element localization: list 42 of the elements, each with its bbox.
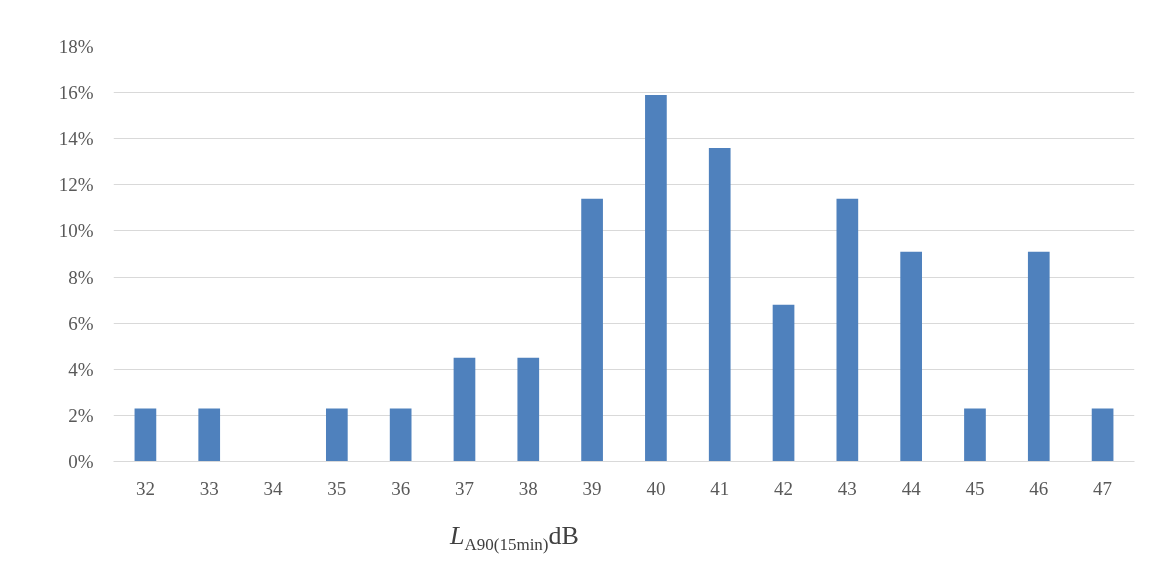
bar	[1027, 251, 1050, 462]
x-tick-label: 40	[646, 477, 666, 499]
y-tick-label: 2%	[68, 404, 94, 426]
x-axis-title: L$_{A90(15min)}$dB	[450, 520, 579, 557]
y-tick-label: 0%	[68, 451, 94, 472]
bar	[708, 147, 731, 462]
x-tick-label: 34	[263, 477, 284, 499]
y-tick-label: 12%	[58, 174, 94, 196]
y-tick-label: 16%	[58, 82, 94, 104]
y-tick-label: 10%	[58, 220, 94, 242]
bar	[517, 357, 540, 462]
bar	[581, 198, 603, 462]
y-tick-label: 8%	[68, 266, 94, 288]
bar	[326, 408, 348, 462]
x-tick-label: 44	[901, 477, 922, 499]
x-tick-label: 47	[1093, 477, 1113, 499]
bar	[1091, 408, 1114, 462]
y-tick-label: 18%	[58, 36, 94, 57]
x-tick-label: 42	[774, 477, 794, 499]
bar	[198, 408, 221, 462]
bar	[134, 408, 157, 462]
x-tick-label: 36	[391, 477, 411, 499]
y-tick-label: 14%	[58, 128, 94, 150]
bar	[772, 304, 795, 462]
x-tick-label: 45	[965, 477, 985, 499]
x-tick-label: 46	[1029, 477, 1049, 499]
x-tick-label: 35	[327, 477, 347, 499]
x-tick-label: 39	[582, 477, 602, 499]
bar	[836, 198, 859, 462]
x-tick-label: 41	[710, 477, 730, 499]
x-tick-label: 33	[199, 477, 219, 499]
bar	[900, 251, 922, 462]
bar	[453, 357, 476, 462]
x-tick-label: 38	[518, 477, 538, 499]
bar	[389, 408, 412, 462]
bar	[964, 408, 986, 462]
bar	[645, 94, 667, 462]
x-tick-label: 32	[135, 477, 155, 499]
x-tick-label: 37	[454, 477, 474, 499]
y-tick-label: 4%	[68, 358, 94, 380]
y-tick-label: 6%	[68, 312, 94, 334]
x-tick-label: 43	[837, 477, 857, 499]
